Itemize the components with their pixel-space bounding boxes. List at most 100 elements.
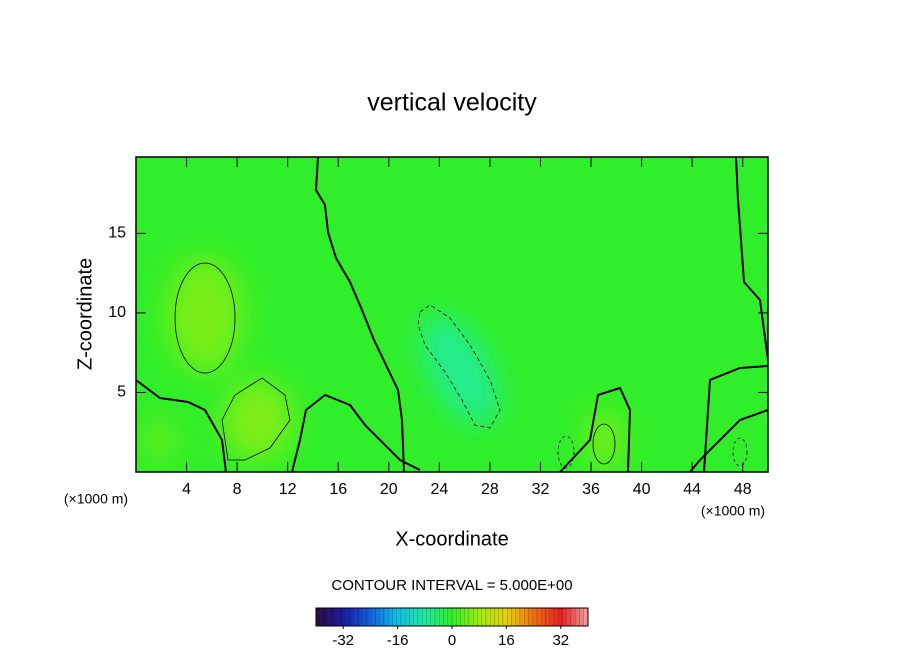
colorbar-cell: [430, 607, 436, 627]
colorbar-cell: [507, 607, 512, 627]
colorbar-cell: [451, 607, 457, 627]
colorbar-cell: [562, 607, 567, 627]
colorbar-cell: [549, 607, 555, 627]
colorbar-cell: [532, 607, 538, 627]
colorbar-cell: [464, 607, 470, 627]
colorbar-cell: [388, 607, 393, 627]
colorbar-cell: [575, 607, 580, 627]
colorbar-tick-label: 32: [552, 632, 569, 649]
x-tick-label: 12: [279, 481, 297, 498]
colorbar-tick-label: -16: [387, 632, 409, 649]
y-tick-label: 5: [117, 384, 126, 401]
contour-interval: CONTOUR INTERVAL = 5.000E+00: [331, 577, 572, 594]
x-axis-label: X-coordinate: [395, 528, 508, 550]
colorbar-cell: [558, 607, 563, 627]
x-tick-label: 44: [683, 481, 701, 498]
colorbar-cell: [354, 607, 359, 627]
colorbar-cell: [405, 607, 410, 627]
colorbar-cell: [515, 607, 521, 627]
colorbar-cell: [413, 607, 419, 627]
colorbar-cell: [545, 607, 550, 627]
colorbar-cell: [426, 607, 431, 627]
field-shading: [136, 157, 768, 472]
colorbar-cell: [524, 607, 529, 627]
colorbar-cell: [494, 607, 499, 627]
contour: [174, 262, 236, 374]
colorbar-cell: [528, 607, 533, 627]
x-tick-label: 16: [329, 481, 347, 498]
x-tick-label: 40: [633, 481, 651, 498]
colorbar-cell: [566, 607, 572, 627]
colorbar-cell: [511, 607, 516, 627]
colorbar-cell: [383, 607, 389, 627]
contour: [221, 377, 291, 461]
colorbar-cell: [570, 607, 576, 627]
colorbar-cell: [456, 607, 461, 627]
colorbar-cell: [439, 607, 444, 627]
x-tick-label: 20: [380, 481, 398, 498]
colorbar-cell: [324, 607, 329, 627]
colorbar-cell: [490, 607, 495, 627]
plot-frame: [135, 156, 769, 473]
colorbar-cell: [396, 607, 402, 627]
colorbar-cell: [485, 607, 491, 627]
colorbar-cell: [422, 607, 427, 627]
contour: [732, 437, 748, 467]
colorbar-tick-label: -32: [332, 632, 354, 649]
colorbar-cell: [371, 607, 376, 627]
contour: [557, 435, 575, 469]
colorbar-tick-label: 16: [498, 632, 515, 649]
x-tick-label: 32: [532, 481, 550, 498]
colorbar-cell: [409, 607, 414, 627]
y-tick-label: 15: [108, 225, 126, 242]
colorbar-cell: [358, 607, 363, 627]
contour: [417, 304, 501, 429]
colorbar-cell: [379, 607, 385, 627]
x-tick-label: 4: [182, 481, 191, 498]
x-unit: (×1000 m): [701, 503, 765, 519]
x-tick-label: 36: [582, 481, 600, 498]
colorbar-cell: [502, 607, 508, 627]
colorbar-cell: [349, 607, 355, 627]
y-tick-label: 10: [108, 304, 126, 321]
colorbar-cell: [536, 607, 542, 627]
x-tick-label: 48: [734, 481, 752, 498]
x-tick-label: 24: [430, 481, 448, 498]
colorbar-cell: [337, 607, 342, 627]
y-axis-label: Z-coordinate: [74, 258, 96, 370]
zero-contour: [735, 157, 768, 361]
colorbar-cell: [341, 607, 346, 627]
colorbar-cell: [417, 607, 423, 627]
colorbar-cell: [345, 607, 351, 627]
colorbar-cell: [315, 607, 321, 627]
colorbar-cell: [498, 607, 504, 627]
colorbar-cell: [473, 607, 478, 627]
colorbar-cell: [328, 607, 334, 627]
colorbar-cell: [443, 607, 448, 627]
colorbar-cell: [362, 607, 368, 627]
colorbar-cell: [579, 607, 584, 627]
colorbar-cell: [434, 607, 440, 627]
colorbar-cell: [366, 607, 372, 627]
colorbar-cell: [375, 607, 380, 627]
x-unit: (×1000 m): [64, 491, 128, 507]
colorbar-cell: [553, 607, 559, 627]
x-tick-label: 28: [481, 481, 499, 498]
colorbar-cell: [332, 607, 338, 627]
zero-contour: [136, 365, 768, 472]
chart-title: vertical velocity: [367, 89, 537, 117]
colorbar-cell: [468, 607, 474, 627]
colorbar-cell: [400, 607, 406, 627]
colorbar-tick-label: 0: [448, 632, 456, 649]
colorbar-cell: [541, 607, 546, 627]
colorbar-cell: [320, 607, 325, 627]
zero-contour: [314, 157, 405, 472]
contour: [592, 423, 616, 465]
colorbar-cell: [392, 607, 397, 627]
colorbar-cell: [477, 607, 482, 627]
colorbar-cell: [481, 607, 487, 627]
x-tick-label: 8: [233, 481, 242, 498]
colorbar-cell: [583, 607, 589, 627]
colorbar-cell: [519, 607, 525, 627]
